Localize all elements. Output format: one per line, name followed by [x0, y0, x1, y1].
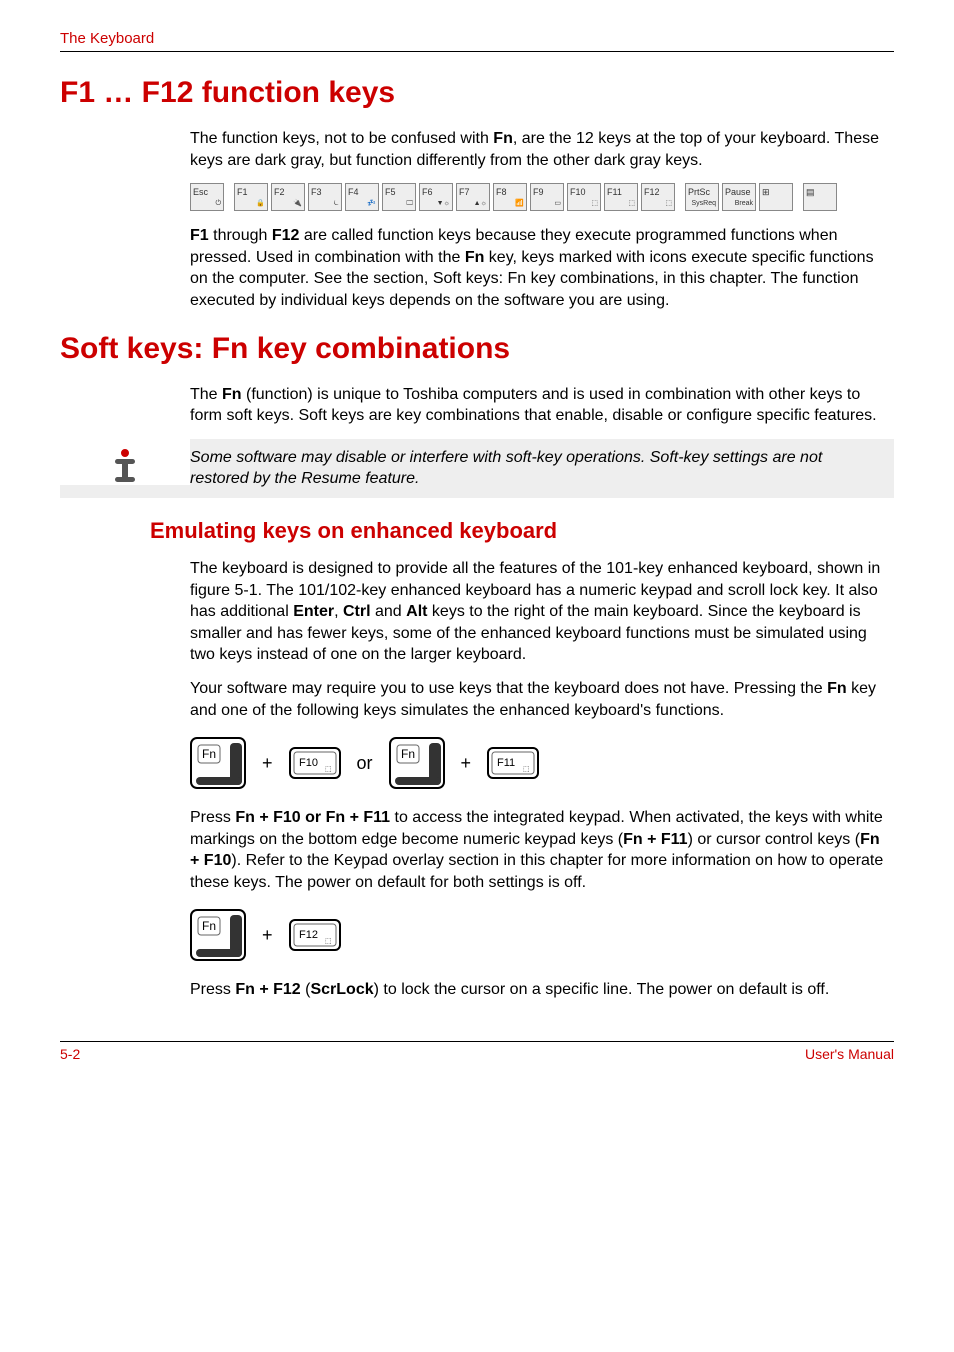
text: and	[371, 603, 407, 620]
text-bold: Ctrl	[343, 603, 371, 620]
keycap-f5: F5🖵	[382, 183, 416, 211]
section1-para2: F1 through F12 are called function keys …	[190, 225, 884, 311]
subsection-title-emulating: Emulating keys on enhanced keyboard	[150, 518, 894, 544]
text: ) to lock the cursor on a specific line.…	[374, 981, 830, 998]
function-key-row-figure: Esc⏻ F1🔒 F2🔌 F3⏾ F4💤 F5🖵 F6▼☼ F7▲☼ F8📶 F…	[190, 183, 884, 211]
svg-text:F11: F11	[497, 757, 515, 769]
text-bold: Fn	[827, 680, 847, 697]
keycap-f7: F7▲☼	[456, 183, 490, 211]
text: The	[190, 386, 222, 403]
page-footer: 5-2 User's Manual	[60, 1041, 894, 1062]
key-combo-figure-2: Fn + F12 ⬚	[190, 909, 884, 961]
keycap-fn-icon: Fn	[190, 737, 246, 789]
keycap-f9: F9▭	[530, 183, 564, 211]
section2-para1: The Fn (function) is unique to Toshiba c…	[190, 384, 884, 427]
keycap-f10-icon: F10 ⬚	[289, 747, 341, 779]
text-bold: Fn + F11	[623, 831, 687, 848]
text-bold: Fn	[222, 386, 242, 403]
key-combo-figure-1: Fn + F10 ⬚ or Fn + F11 ⬚	[190, 737, 884, 789]
info-icon	[60, 439, 190, 485]
text-bold-fn: Fn	[493, 130, 513, 147]
keycap-f8: F8📶	[493, 183, 527, 211]
keycap-fn-icon: Fn	[190, 909, 246, 961]
text: Press	[190, 981, 235, 998]
subsection-para1: The keyboard is designed to provide all …	[190, 558, 884, 666]
text: The function keys, not to be confused wi…	[190, 130, 493, 147]
keycap-win: ⊞	[759, 183, 793, 211]
svg-text:Fn: Fn	[202, 747, 216, 761]
keycap-f10: F10⬚	[567, 183, 601, 211]
text-bold: Fn + F10 or Fn + F11	[235, 809, 390, 826]
or-text: or	[357, 751, 373, 775]
text: Your software may require you to use key…	[190, 680, 827, 697]
keycap-fn-icon: Fn	[389, 737, 445, 789]
text: through	[209, 227, 272, 244]
svg-text:Fn: Fn	[401, 747, 415, 761]
keycap-prtsc: PrtScSysReq	[685, 183, 719, 211]
keycap-esc: Esc⏻	[190, 183, 224, 211]
text: Press	[190, 809, 235, 826]
text: ). Refer to the Keypad overlay section i…	[190, 852, 883, 891]
text: ,	[334, 603, 343, 620]
note-text: Some software may disable or interfere w…	[190, 439, 894, 498]
section1-para1: The function keys, not to be confused wi…	[190, 128, 884, 171]
keycap-f2: F2🔌	[271, 183, 305, 211]
footer-rule	[60, 1041, 894, 1042]
text-bold: F12	[272, 227, 300, 244]
page-number: 5-2	[60, 1046, 80, 1062]
keycap-f11-icon: F11 ⬚	[487, 747, 539, 779]
keycap-f6: F6▼☼	[419, 183, 453, 211]
subsection-para4: Press Fn + F12 (ScrLock) to lock the cur…	[190, 979, 884, 1001]
svg-text:⬚: ⬚	[523, 766, 530, 773]
svg-text:F10: F10	[299, 757, 318, 769]
plus-symbol: +	[262, 751, 273, 775]
keycap-menu: ▤	[803, 183, 837, 211]
section-title-function-keys: F1 … F12 function keys	[60, 76, 894, 110]
svg-text:F12: F12	[299, 929, 318, 941]
keycap-f1: F1🔒	[234, 183, 268, 211]
text-bold: Fn + F12	[235, 981, 300, 998]
keycap-f12: F12⬚	[641, 183, 675, 211]
text-bold: F1	[190, 227, 209, 244]
keycap-f12-icon: F12 ⬚	[289, 919, 341, 951]
keycap-f4: F4💤	[345, 183, 379, 211]
manual-title: User's Manual	[805, 1046, 894, 1062]
text-bold: Fn	[465, 249, 485, 266]
text-bold: Alt	[406, 603, 427, 620]
svg-text:⬚: ⬚	[325, 938, 332, 945]
text: ) or cursor control keys (	[688, 831, 860, 848]
svg-text:Fn: Fn	[202, 919, 216, 933]
section-title-soft-keys: Soft keys: Fn key combinations	[60, 332, 894, 366]
text-bold: Enter	[293, 603, 334, 620]
plus-symbol: +	[461, 751, 472, 775]
plus-symbol: +	[262, 923, 273, 947]
running-header: The Keyboard	[60, 30, 894, 47]
subsection-para2: Your software may require you to use key…	[190, 678, 884, 721]
subsection-para3: Press Fn + F10 or Fn + F11 to access the…	[190, 807, 884, 893]
svg-text:⬚: ⬚	[325, 766, 332, 773]
keycap-pause: PauseBreak	[722, 183, 756, 211]
text-bold: ScrLock	[310, 981, 373, 998]
keycap-f11: F11⬚	[604, 183, 638, 211]
text: (function) is unique to Toshiba computer…	[190, 386, 877, 425]
note-callout: Some software may disable or interfere w…	[60, 439, 894, 498]
header-rule	[60, 51, 894, 52]
keycap-f3: F3⏾	[308, 183, 342, 211]
